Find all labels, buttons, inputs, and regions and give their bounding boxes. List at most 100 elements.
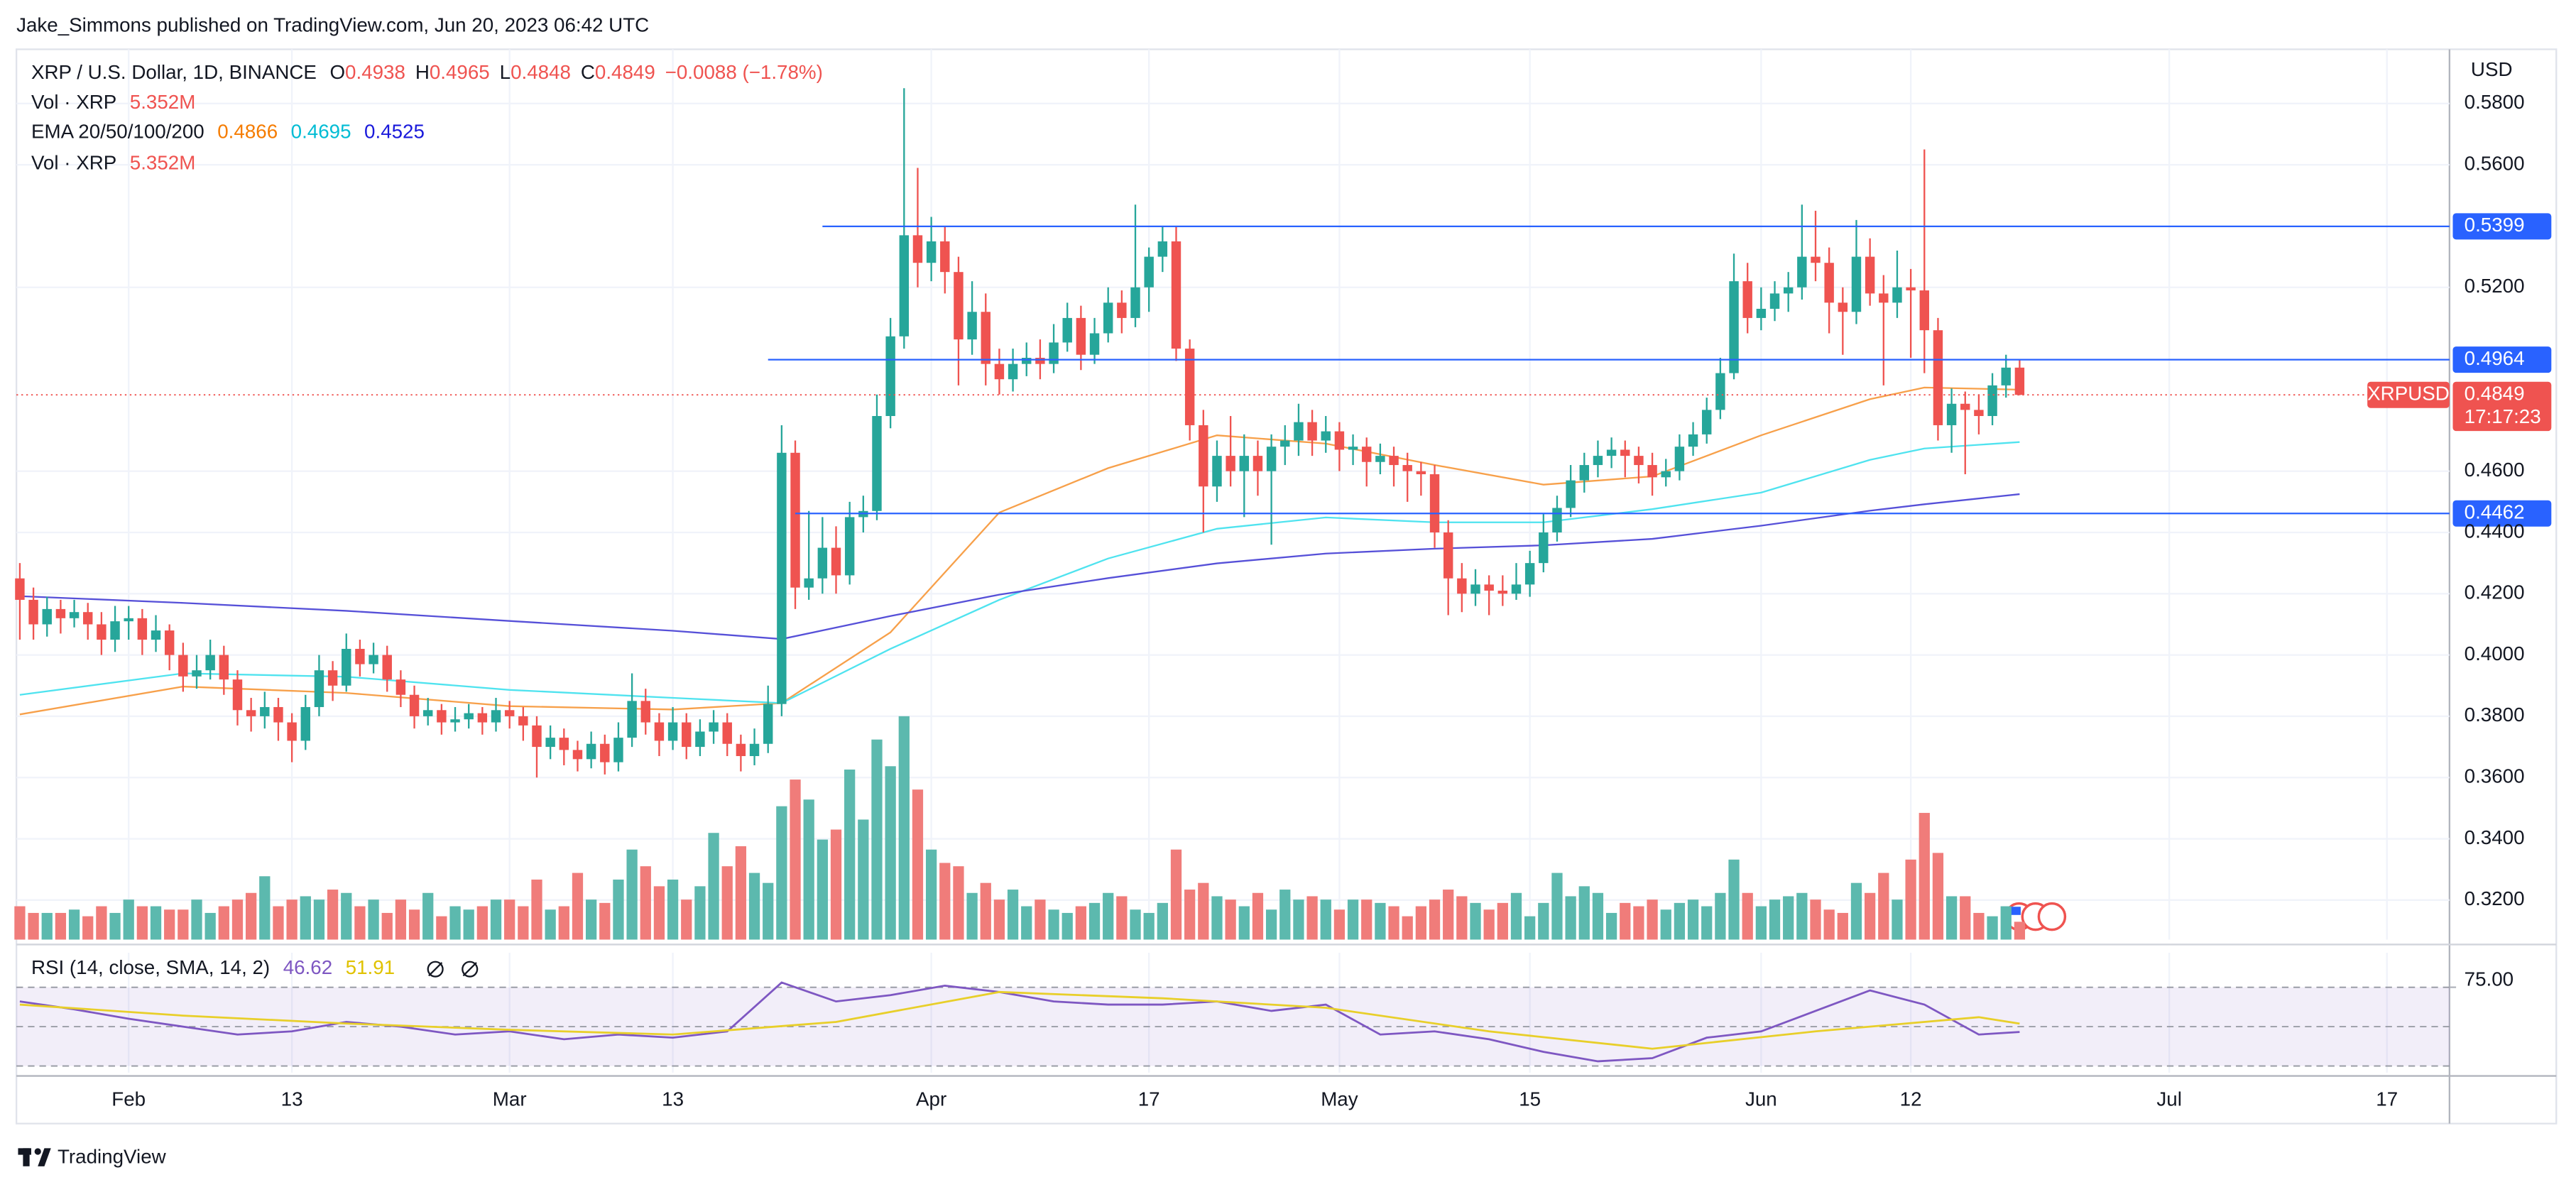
volume-name: Vol · XRP <box>31 152 116 174</box>
candle-body <box>1035 358 1045 364</box>
volume-bar <box>1524 916 1536 940</box>
candle-body <box>1811 256 1821 263</box>
candle-body <box>1199 425 1208 487</box>
volume-bar <box>830 829 842 940</box>
volume-bar <box>1402 916 1413 940</box>
x-tick-label: Jun <box>1745 1088 1777 1110</box>
legend-volume: Vol · XRP 5.352M <box>31 91 195 113</box>
rsi-line <box>19 990 2020 1050</box>
candle-body <box>1769 293 1780 309</box>
candle-body <box>695 731 705 748</box>
candle-body <box>1729 281 1739 373</box>
candle-body <box>1375 456 1385 462</box>
candle-body <box>1606 449 1617 456</box>
candle-body <box>1511 584 1522 594</box>
candle-body <box>1539 532 1549 564</box>
candle-body <box>1497 590 1508 594</box>
candle-body <box>1620 449 1630 456</box>
candle-body <box>967 312 977 340</box>
volume-bar <box>1497 902 1508 940</box>
symbol-tag <box>2367 381 2450 408</box>
candle-body <box>1157 241 1168 257</box>
volume-bar <box>341 892 352 940</box>
candle-body <box>1974 410 1984 417</box>
candle-body <box>532 725 542 748</box>
candle-body <box>831 547 841 576</box>
volume-bar <box>1837 912 1848 940</box>
plot <box>14 49 2552 1073</box>
volume-bar <box>1306 896 1318 940</box>
volume-bar <box>1538 902 1549 940</box>
candle-body <box>1457 578 1467 594</box>
candle-body <box>1022 358 1032 364</box>
volume-bar <box>273 906 284 940</box>
volume-bar <box>748 873 760 940</box>
ema-value: 0.4866 <box>217 121 278 143</box>
volume-bar <box>885 766 896 940</box>
volume-bar <box>368 899 379 940</box>
y-tick-label: 0.3400 <box>2465 826 2525 848</box>
volume-bar <box>1143 912 1155 940</box>
candle-body <box>1702 410 1712 434</box>
volume-bar <box>463 909 474 940</box>
volume-bar <box>68 909 80 940</box>
level-tag <box>2452 500 2552 527</box>
candle-body <box>355 648 365 664</box>
volume-bar <box>1605 912 1617 940</box>
x-tick-label: May <box>1321 1088 1358 1110</box>
volume-name: Vol · XRP <box>31 91 116 113</box>
y-tick-label: 0.3600 <box>2465 765 2525 787</box>
y-tick-label: 0.5600 <box>2465 152 2525 174</box>
volume-bar <box>531 879 542 940</box>
candle-body <box>1226 456 1235 471</box>
volume-bar <box>191 899 202 940</box>
candle-body <box>1552 508 1562 532</box>
candle-body <box>327 670 338 686</box>
volume-bar <box>408 909 420 940</box>
candle-body <box>1634 456 1644 466</box>
volume-bar <box>1429 899 1441 940</box>
volume-bar <box>558 906 569 940</box>
candle-body <box>1062 317 1072 343</box>
x-tick-label: Apr <box>916 1088 946 1110</box>
volume-bar <box>436 916 447 940</box>
candle-body <box>749 743 760 757</box>
candle-body <box>1239 456 1250 471</box>
volume-bar <box>1510 892 1522 940</box>
volume-bar <box>1293 899 1304 940</box>
candle-body <box>1294 422 1304 441</box>
ema-value: 0.4695 <box>291 121 351 143</box>
volume-bar <box>1620 902 1631 940</box>
candle-body <box>342 648 351 686</box>
x-tick-label: 13 <box>281 1088 303 1110</box>
candle-body <box>817 547 828 579</box>
volume-bar <box>1578 886 1590 940</box>
candle-body <box>572 750 583 760</box>
y-tick-label: 0.4200 <box>2465 581 2525 603</box>
volume-bar <box>1919 813 1930 940</box>
volume-bar <box>1742 892 1753 940</box>
candle-body <box>736 743 746 757</box>
candle-body <box>1715 373 1725 410</box>
candle-body <box>709 722 719 732</box>
candle-body <box>246 710 256 716</box>
price-label: 0.4849 <box>2465 383 2525 405</box>
candle-body <box>504 710 515 716</box>
candle-body <box>586 743 596 760</box>
ohlc-value: 0.4849 <box>595 61 655 83</box>
y-tick-label: 0.4000 <box>2465 642 2525 664</box>
volume-bar <box>966 892 978 940</box>
candle-body <box>450 719 460 723</box>
volume-bar <box>1796 892 1808 940</box>
candle-body <box>559 738 569 750</box>
volume-bar <box>504 899 515 940</box>
x-tick-label: Mar <box>493 1088 527 1110</box>
volume-bar <box>354 906 366 940</box>
candle-body <box>1674 447 1685 471</box>
candle-body <box>1661 471 1671 478</box>
candle-body <box>722 722 732 744</box>
candle-body <box>1892 287 1902 303</box>
candle-body <box>627 701 637 738</box>
candle-body <box>1742 281 1752 318</box>
logo-part <box>34 1148 41 1155</box>
